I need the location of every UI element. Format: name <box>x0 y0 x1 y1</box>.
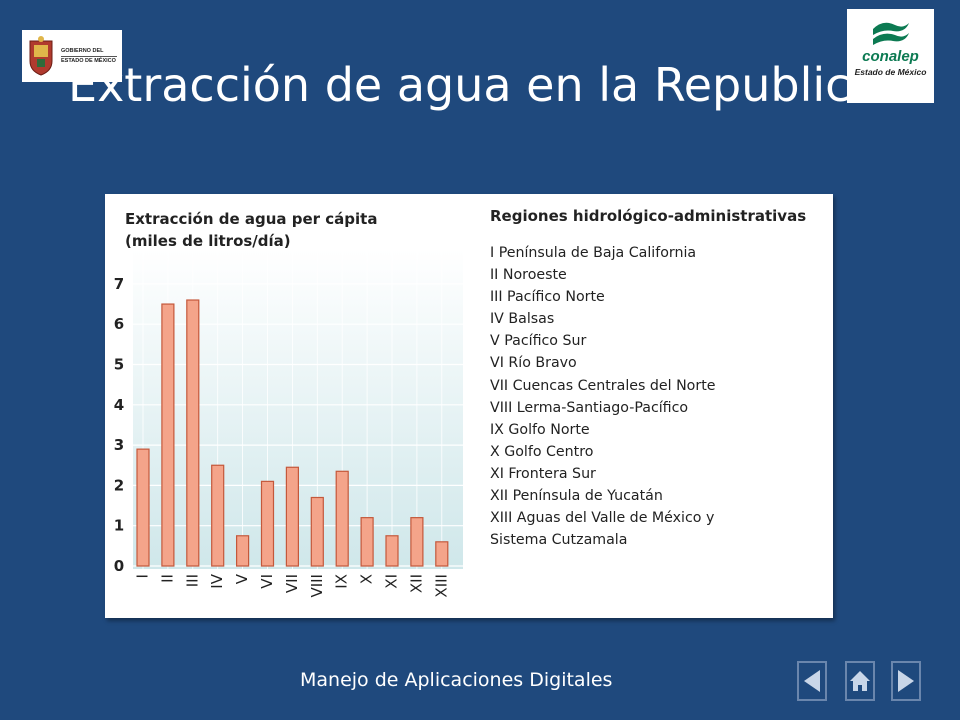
legend-title: Regiones hidrológico-administrativas <box>490 207 807 225</box>
bar <box>360 517 374 567</box>
slide-title: Extracción de agua en la Republica <box>68 58 879 112</box>
bar <box>435 541 449 567</box>
x-tick-label: I <box>134 574 152 578</box>
conalep-emblem-icon <box>872 22 909 45</box>
x-tick-label: VI <box>258 574 276 589</box>
bar <box>335 470 349 567</box>
x-tick-label: XII <box>407 574 425 593</box>
y-tick-label: 3 <box>114 436 124 454</box>
bar <box>310 496 324 567</box>
legend-item: XII Península de Yucatán <box>490 488 663 505</box>
bar <box>236 535 250 567</box>
y-tick-label: 2 <box>114 476 124 494</box>
x-tick-label: VII <box>283 574 301 593</box>
chart-title: Extracción de agua per cápita <box>125 210 377 228</box>
arrow-right-icon <box>898 670 914 692</box>
bar <box>211 464 225 567</box>
gobierno-estado-mexico-logo: GOBIERNO DEL ESTADO DE MÉXICO <box>22 30 122 82</box>
bar <box>136 448 150 567</box>
legend-item: VII Cuencas Centrales del Norte <box>490 377 716 394</box>
government-line1: GOBIERNO DEL <box>61 48 104 55</box>
home-button[interactable] <box>845 661 875 701</box>
bar <box>186 299 200 567</box>
chart-subtitle: (miles de litros/día) <box>125 232 291 250</box>
legend-item: VIII Lerma-Santiago-Pacífico <box>490 399 689 416</box>
legend-item: Sistema Cutzamala <box>490 532 628 549</box>
legend-item: XIII Aguas del Valle de México y <box>490 510 715 527</box>
y-tick-label: 0 <box>114 557 124 575</box>
bar <box>410 517 424 567</box>
conalep-brand: conalep <box>862 48 919 65</box>
y-tick-label: 1 <box>114 517 124 535</box>
legend-item: X Golfo Centro <box>490 443 594 460</box>
bar <box>385 535 399 567</box>
chart-figure: Extracción de agua per cápita (miles de … <box>105 194 833 618</box>
x-tick-label: III <box>183 574 201 587</box>
y-tick-label: 4 <box>114 396 124 414</box>
legend-item: IX Golfo Norte <box>490 421 590 438</box>
home-icon <box>850 671 870 691</box>
next-slide-button[interactable] <box>891 661 921 701</box>
bar <box>285 466 299 567</box>
x-tick-label: IX <box>333 574 351 589</box>
bar <box>161 303 175 567</box>
y-tick-label: 5 <box>114 356 124 374</box>
x-tick-label: XIII <box>432 574 450 598</box>
legend-item: XI Frontera Sur <box>490 465 596 482</box>
arrow-left-icon <box>804 670 820 692</box>
legend-item: VI Río Bravo <box>490 355 577 372</box>
legend-item: III Pacífico Norte <box>490 289 605 306</box>
government-line2: ESTADO DE MÉXICO <box>61 57 116 64</box>
legend-item: II Noroeste <box>490 267 567 284</box>
government-label: GOBIERNO DEL ESTADO DE MÉXICO <box>61 48 117 64</box>
previous-slide-button[interactable] <box>797 661 827 701</box>
bar-chart: Extracción de agua per cápita (miles de … <box>114 210 463 598</box>
x-tick-label: XI <box>383 574 401 589</box>
footer-course-name: Manejo de Aplicaciones Digitales <box>300 669 613 691</box>
conalep-subtitle: Estado de México <box>854 67 927 77</box>
y-tick-label: 7 <box>114 275 124 293</box>
chart-legend: Regiones hidrológico-administrativas I P… <box>490 207 825 551</box>
x-tick-label: V <box>233 573 251 584</box>
legend-item: V Pacífico Sur <box>490 333 587 350</box>
y-tick-label: 6 <box>114 315 124 333</box>
x-tick-label: X <box>358 574 376 584</box>
divider <box>61 55 117 57</box>
x-tick-label: VIII <box>308 574 326 598</box>
x-tick-label: II <box>158 574 176 583</box>
x-tick-label: IV <box>208 573 226 588</box>
bar <box>260 480 275 567</box>
legend-item: I Península de Baja California <box>490 245 697 261</box>
legend-item: IV Balsas <box>490 311 555 328</box>
coat-of-arms-icon <box>29 36 53 76</box>
conalep-logo: conalep Estado de México <box>847 9 934 103</box>
